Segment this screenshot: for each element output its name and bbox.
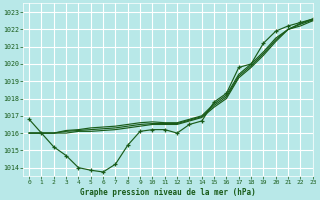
X-axis label: Graphe pression niveau de la mer (hPa): Graphe pression niveau de la mer (hPa) <box>80 188 256 197</box>
